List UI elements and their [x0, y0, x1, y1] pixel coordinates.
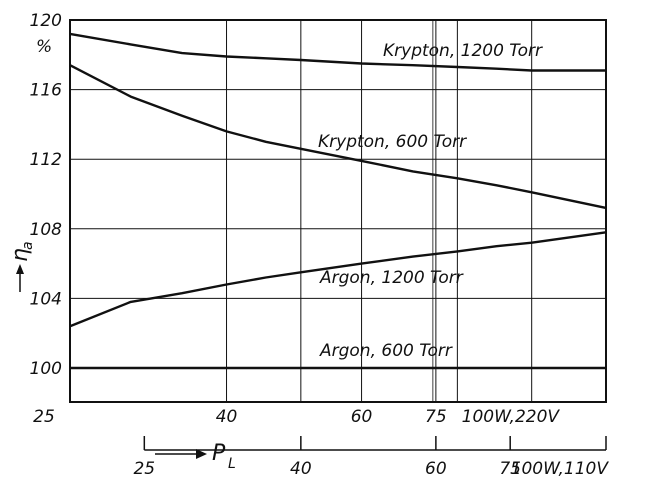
- plot-frame: [69, 19, 607, 403]
- x-tick-label-220v: 60: [351, 407, 373, 427]
- x-tick-label-220v: 40: [216, 407, 238, 427]
- x-tick-labels-220v: 25 40 60 75 100W,220V: [33, 407, 560, 427]
- y-tick-labels: 100 104 108 112 116 120: [30, 11, 63, 379]
- series-group: Krypton, 1200 Torr Krypton, 600 Torr Argon…: [69, 32, 607, 370]
- series-label-1: Krypton, 600 Torr: [318, 132, 467, 152]
- x-tick-label-220v: 100W,220V: [462, 407, 561, 427]
- y-tick-label: 108: [30, 220, 63, 240]
- y-tick-label: 112: [30, 150, 62, 170]
- x-tick-label-110v: 40: [290, 459, 312, 478]
- x-axis-subscript: L: [228, 456, 236, 472]
- y-unit-label: %: [36, 37, 52, 57]
- series-label-2: Argon, 1200 Torr: [319, 268, 464, 288]
- x-axis-title: P L: [155, 441, 236, 472]
- x-tick-label-110v: 100W,110V: [511, 459, 610, 478]
- series-label-3: Argon, 600 Torr: [319, 341, 453, 361]
- y-axis-subscript: a: [20, 241, 36, 250]
- x-tick-label-110v: 25: [133, 459, 155, 478]
- x-tick-label-110v: 75: [499, 459, 521, 478]
- x-tick-label-220v: 75: [425, 407, 447, 427]
- y-tick-label: 116: [30, 81, 63, 101]
- y-axis-symbol: η: [8, 248, 33, 262]
- x-axis-symbol: P: [212, 441, 226, 466]
- y-tick-label: 104: [30, 289, 62, 309]
- x-tick-label-110v: 60: [425, 459, 447, 478]
- x-axis-arrow-head: [196, 449, 207, 459]
- series-line-0: [69, 32, 606, 72]
- y-tick-label: 120: [30, 11, 62, 31]
- series-line-1: [69, 64, 607, 210]
- y-axis-arrow-head: [16, 264, 24, 274]
- x-tick-label-220v: 25: [33, 407, 55, 427]
- y-axis-title: η a: [8, 241, 36, 292]
- y-tick-label: 100: [30, 359, 62, 379]
- series-line-2: [69, 231, 607, 328]
- series-label-0: Krypton, 1200 Torr: [383, 41, 543, 61]
